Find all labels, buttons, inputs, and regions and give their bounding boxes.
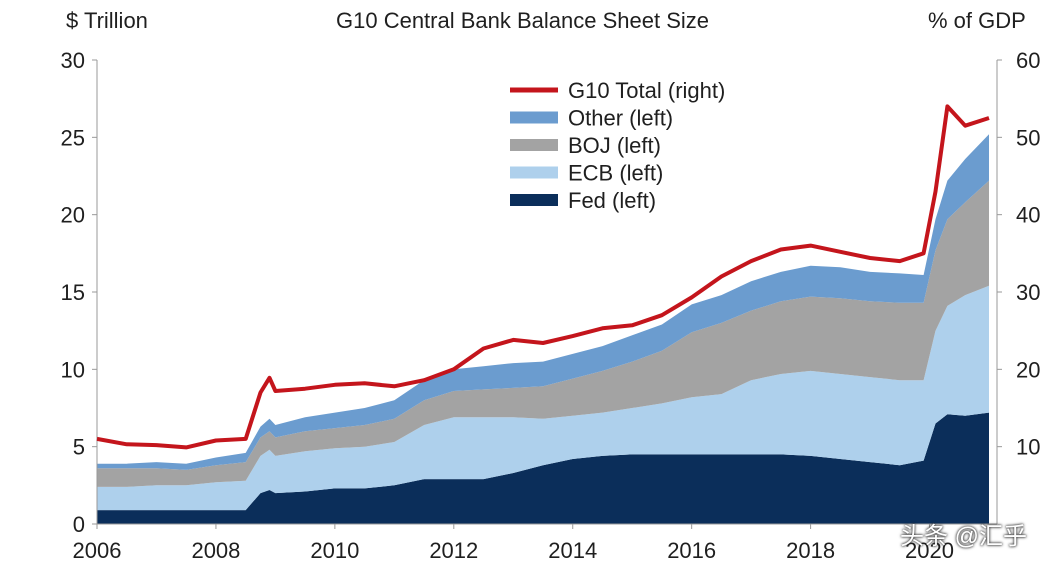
legend-swatch-g10: [510, 87, 558, 93]
right-tick-label: 40: [1016, 203, 1040, 228]
x-tick-label: 2006: [73, 538, 122, 563]
legend-label-ecb: ECB (left): [568, 161, 663, 186]
right-tick-label: 20: [1016, 357, 1040, 382]
stacked-areas: [97, 134, 989, 524]
area-boj: [97, 180, 989, 487]
axes: 0 5 10 15 20 25 30 10 20 30 40 50 60 2006 2008 2010 2012…: [61, 48, 1041, 563]
x-tick-label: 2018: [786, 538, 835, 563]
x-tick-label: 2016: [667, 538, 716, 563]
left-tick-label: 10: [61, 357, 85, 382]
legend-swatch-other: [510, 111, 558, 124]
x-tick-label: 2008: [191, 538, 240, 563]
left-tick-label: 0: [73, 512, 85, 537]
left-tick-label: 20: [61, 203, 85, 228]
legend: G10 Total (right) Other (left)BOJ (left) E…: [510, 78, 725, 213]
legend-label-other: Other (left): [568, 106, 673, 131]
right-tick-label: 50: [1016, 125, 1040, 150]
left-tick-label: 30: [61, 48, 85, 73]
legend-label-g10: G10 Total (right): [568, 78, 725, 103]
left-tick-label: 25: [61, 125, 85, 150]
watermark-text: 头条 @汇乎: [900, 523, 1028, 550]
left-axis-label: $ Trillion: [66, 8, 148, 33]
legend-swatch-fed: [510, 194, 558, 206]
area-ecb: [97, 285, 989, 511]
left-tick-label: 5: [73, 435, 85, 460]
legend-label-boj: BOJ (left): [568, 133, 661, 158]
x-tick-label: 2012: [429, 538, 478, 563]
x-tick-label: 2010: [310, 538, 359, 563]
right-tick-label: 60: [1016, 48, 1040, 73]
x-tick-label: 2014: [548, 538, 597, 563]
left-tick-label: 15: [61, 280, 85, 305]
legend-swatch-ecb: [510, 166, 558, 179]
area-fed: [97, 412, 989, 524]
right-tick-label: 30: [1016, 280, 1040, 305]
total-line-layer: [96, 104, 990, 450]
line-g10-total: [96, 104, 990, 450]
x-tick-label: 2020: [905, 538, 954, 563]
legend-swatch-boj: [510, 139, 558, 151]
right-tick-label: 10: [1016, 435, 1040, 460]
right-axis-label: % of GDP: [928, 8, 1026, 33]
legend-label-fed: Fed (left): [568, 188, 656, 213]
chart-title: G10 Central Bank Balance Sheet Size: [336, 8, 710, 33]
